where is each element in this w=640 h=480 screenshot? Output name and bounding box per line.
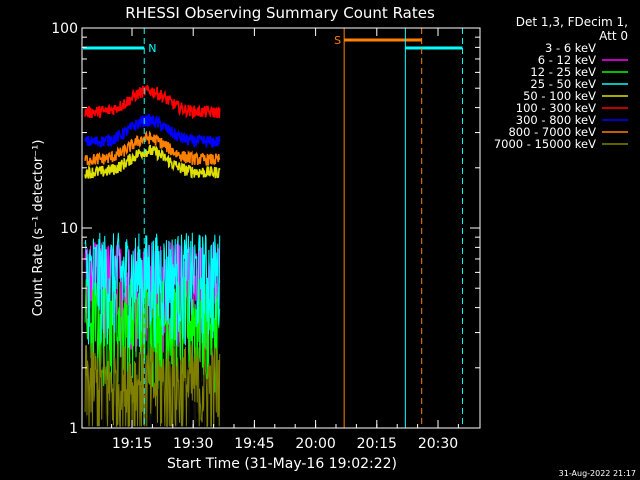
series-8: [84, 342, 221, 427]
legend-header-line-2: Att 0: [599, 29, 628, 43]
series-6: [84, 113, 221, 149]
chart-title: RHESSI Observing Summary Count Rates: [125, 4, 435, 22]
flag-label-0: N: [148, 42, 156, 55]
series-line-5: [84, 84, 221, 120]
x-axis-label: Start Time (31-May-16 19:02:22): [167, 456, 397, 472]
legend-label-8: 7000 - 15000 keV: [494, 137, 596, 151]
legend-label-7: 800 - 7000 keV: [508, 125, 596, 139]
series-line-3: [84, 232, 221, 348]
series-3: [84, 232, 221, 348]
y-tick-label-2: 100: [51, 21, 78, 37]
x-tick-label-4: 20:15: [357, 436, 397, 452]
legend-label-5: 100 - 300 keV: [516, 101, 596, 115]
y-axis-label: Count Rate (s⁻¹ detector⁻¹): [31, 140, 46, 317]
series-line-4: [84, 144, 221, 179]
legend-label-6: 300 - 800 keV: [516, 113, 596, 127]
legend-label-4: 50 - 100 keV: [523, 89, 596, 103]
footer-date: 31-Aug-2022 21:17: [559, 469, 636, 478]
legend-header-line-1: Det 1,3, FDecim 1,: [516, 15, 628, 29]
y-tick-label-0: 1: [69, 421, 78, 437]
x-tick-label-2: 19:45: [234, 436, 274, 452]
series-5: [84, 84, 221, 120]
series-line-6: [84, 113, 221, 149]
series-line-7: [84, 130, 221, 167]
series-7: [84, 130, 221, 167]
x-tick-label-1: 19:30: [173, 436, 213, 452]
plot-area: NS: [83, 28, 463, 428]
flag-label-1: S: [334, 34, 341, 47]
y-tick-label-1: 10: [60, 221, 78, 237]
x-tick-label-0: 19:15: [112, 436, 152, 452]
series-4: [84, 144, 221, 179]
x-tick-label-5: 20:30: [418, 436, 458, 452]
legend-label-3: 25 - 50 keV: [530, 77, 596, 91]
legend-label-0: 3 - 6 keV: [545, 41, 596, 55]
x-tick-label-3: 20:00: [295, 436, 335, 452]
legend-label-2: 12 - 25 keV: [530, 65, 596, 79]
axes: 19:15 19:30 19:45 20:00 20:15 20:30 1 10 100: [51, 21, 480, 452]
series-line-8: [84, 342, 221, 427]
legend-label-1: 6 - 12 keV: [538, 53, 596, 67]
